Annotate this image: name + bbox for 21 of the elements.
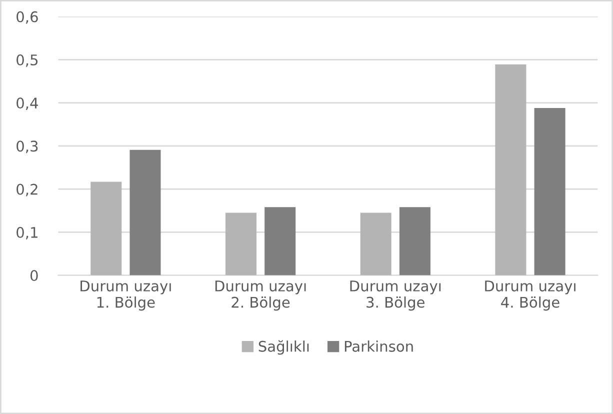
y-tick-label: 0,4	[16, 98, 38, 110]
bar	[399, 207, 430, 276]
x-tick-label: Durum uzayı 2. Bölge	[215, 280, 306, 311]
legend-label: Sağlıklı	[258, 340, 309, 355]
y-tick-label: 0,2	[16, 184, 38, 196]
bar	[225, 212, 256, 276]
y-tick-label: 0,1	[16, 226, 38, 240]
bar	[360, 212, 392, 276]
bar	[90, 182, 122, 276]
bar	[534, 108, 566, 276]
x-tick-label: Durum uzayı 3. Bölge	[350, 280, 441, 311]
y-tick-label: 0	[30, 270, 38, 282]
y-tick-label: 0,6	[16, 11, 38, 24]
bar	[264, 207, 296, 276]
bar	[130, 150, 161, 276]
x-tick-label: Durum uzayı 4. Bölge	[485, 280, 576, 311]
y-tick-label: 0,5	[16, 54, 38, 67]
x-tick-label: Durum uzayı 1. Bölge	[80, 280, 171, 311]
legend-label: Parkinson	[344, 340, 413, 352]
y-tick-label: 0,3	[16, 140, 38, 154]
bar	[495, 64, 526, 276]
